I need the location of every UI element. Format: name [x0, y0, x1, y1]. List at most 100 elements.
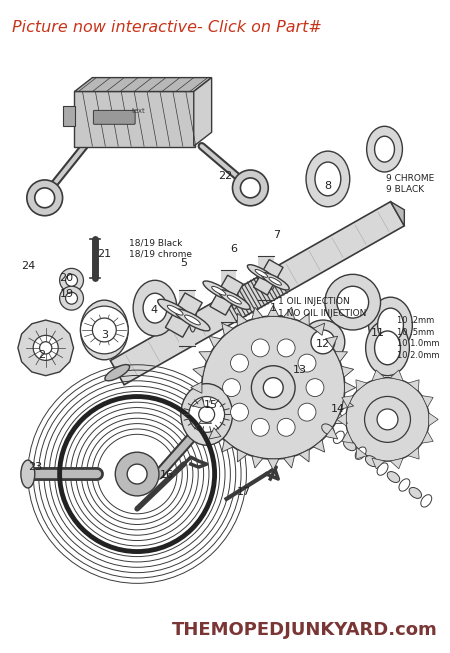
Text: 12: 12 [316, 339, 330, 349]
Ellipse shape [322, 424, 334, 435]
Text: 18/19 Black
18/19 chrome: 18/19 Black 18/19 chrome [129, 238, 192, 259]
Ellipse shape [27, 180, 63, 215]
Text: 2: 2 [38, 350, 45, 360]
FancyBboxPatch shape [94, 110, 135, 124]
Polygon shape [391, 202, 405, 226]
Polygon shape [342, 366, 354, 377]
Text: 4: 4 [150, 305, 158, 315]
Polygon shape [268, 305, 279, 316]
Ellipse shape [255, 270, 268, 278]
Ellipse shape [337, 286, 369, 318]
Polygon shape [325, 428, 338, 439]
Ellipse shape [230, 354, 248, 372]
Ellipse shape [203, 281, 234, 300]
Ellipse shape [143, 293, 167, 323]
Polygon shape [356, 447, 367, 459]
Ellipse shape [199, 406, 215, 422]
Polygon shape [165, 293, 202, 337]
Polygon shape [222, 440, 233, 452]
Polygon shape [110, 202, 404, 385]
Ellipse shape [369, 297, 412, 353]
Polygon shape [222, 323, 233, 336]
Text: 11: 11 [370, 328, 385, 338]
Text: 14: 14 [331, 404, 345, 415]
Polygon shape [342, 396, 353, 407]
Ellipse shape [227, 295, 241, 304]
Ellipse shape [377, 463, 388, 475]
Polygon shape [429, 413, 438, 426]
Ellipse shape [365, 456, 378, 467]
Ellipse shape [378, 308, 403, 342]
Ellipse shape [105, 364, 130, 381]
Ellipse shape [230, 403, 248, 421]
Text: 13: 13 [293, 365, 307, 375]
Ellipse shape [306, 379, 324, 396]
Ellipse shape [366, 320, 410, 375]
Ellipse shape [374, 136, 395, 162]
Ellipse shape [181, 383, 233, 445]
Ellipse shape [66, 274, 77, 286]
Ellipse shape [248, 264, 275, 282]
Ellipse shape [399, 479, 410, 491]
Text: 3: 3 [101, 330, 108, 340]
Ellipse shape [240, 178, 261, 198]
Ellipse shape [263, 377, 283, 398]
Ellipse shape [301, 320, 345, 364]
Ellipse shape [220, 287, 226, 313]
Ellipse shape [219, 290, 250, 310]
Polygon shape [199, 413, 212, 424]
FancyBboxPatch shape [63, 106, 75, 126]
Ellipse shape [231, 283, 238, 309]
Polygon shape [237, 449, 248, 462]
Text: 10 .2mm
10 .5mm
10 1.0mm
10 2.0mm: 10 .2mm 10 .5mm 10 1.0mm 10 2.0mm [397, 316, 440, 360]
Polygon shape [372, 370, 385, 381]
Ellipse shape [233, 170, 268, 206]
Ellipse shape [374, 331, 400, 365]
Ellipse shape [127, 464, 147, 484]
Ellipse shape [261, 272, 289, 290]
Ellipse shape [306, 151, 350, 207]
Polygon shape [252, 456, 263, 468]
FancyBboxPatch shape [73, 91, 195, 147]
Ellipse shape [167, 305, 183, 315]
Ellipse shape [252, 419, 269, 436]
Ellipse shape [66, 293, 77, 304]
Ellipse shape [325, 274, 381, 330]
Text: text: text [132, 108, 146, 114]
Ellipse shape [81, 306, 128, 354]
Ellipse shape [35, 188, 54, 208]
Polygon shape [258, 257, 274, 300]
Polygon shape [337, 413, 346, 426]
Ellipse shape [269, 278, 282, 285]
Ellipse shape [189, 304, 196, 332]
Ellipse shape [367, 126, 402, 172]
Polygon shape [342, 398, 354, 409]
Polygon shape [191, 382, 202, 393]
Text: 23: 23 [28, 462, 42, 472]
Text: Picture now interactive- Click on Part#: Picture now interactive- Click on Part# [12, 20, 322, 35]
Ellipse shape [21, 460, 35, 488]
Ellipse shape [364, 396, 410, 442]
Text: 15: 15 [204, 400, 218, 411]
Ellipse shape [315, 162, 341, 196]
Polygon shape [422, 432, 433, 443]
Polygon shape [408, 447, 419, 459]
Polygon shape [335, 413, 347, 424]
Polygon shape [356, 380, 367, 391]
Ellipse shape [158, 299, 193, 321]
Polygon shape [199, 351, 212, 362]
Polygon shape [193, 398, 205, 409]
Text: 22: 22 [218, 171, 233, 181]
Polygon shape [299, 313, 309, 326]
Polygon shape [209, 336, 221, 347]
Polygon shape [284, 456, 295, 468]
Polygon shape [345, 382, 356, 393]
Polygon shape [313, 440, 324, 452]
Polygon shape [313, 323, 324, 336]
Text: 21: 21 [97, 249, 112, 259]
Ellipse shape [223, 379, 240, 396]
Text: 24: 24 [21, 261, 35, 272]
Ellipse shape [270, 267, 275, 289]
Polygon shape [408, 380, 419, 391]
Text: 19: 19 [59, 289, 74, 299]
